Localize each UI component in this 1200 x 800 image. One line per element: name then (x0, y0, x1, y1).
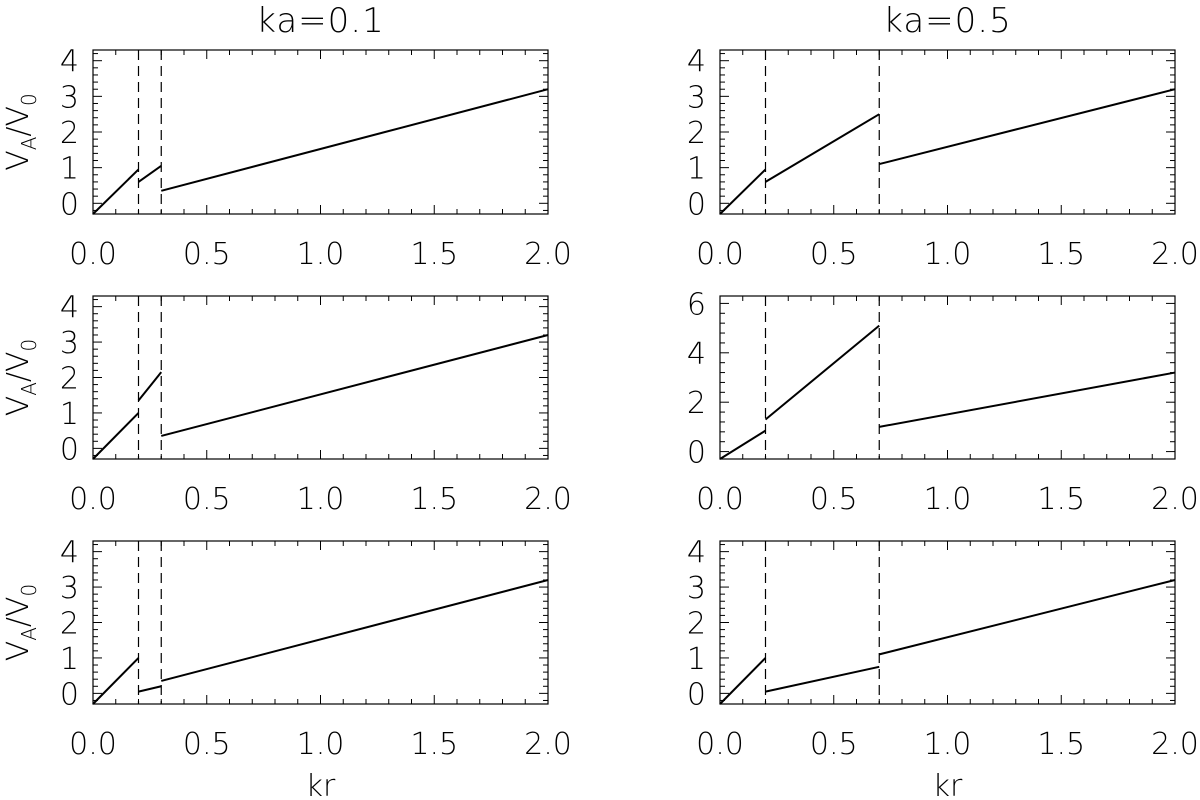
y-tick-label: 0 (687, 677, 706, 712)
y-tick-label: 0 (687, 436, 706, 471)
x-tick-label: 0.0 (69, 237, 117, 272)
x-tick-label: 0.0 (696, 237, 744, 272)
y-tick-label: 4 (60, 536, 79, 571)
series-segment (765, 665, 880, 693)
x-tick-label: 0.0 (69, 482, 117, 517)
series-segment (719, 429, 767, 460)
x-tick-label: 1.0 (924, 727, 972, 762)
y-tick-label: 2 (60, 362, 79, 397)
y-tick-label: 3 (687, 571, 706, 606)
series-segment (879, 371, 1176, 428)
panel-title: ka=0.5 (883, 1, 1012, 41)
y-tick-label: 4 (60, 45, 79, 80)
y-tick-label: 0 (687, 187, 706, 222)
y-tick-label: 1 (60, 642, 79, 677)
plot-frame (719, 540, 1176, 705)
y-tick-label: 1 (60, 397, 79, 432)
series-segment (160, 334, 549, 437)
x-tick-label: 0.0 (696, 482, 744, 517)
series-segment (879, 579, 1176, 656)
x-tick-label: 0.5 (183, 237, 231, 272)
y-tick-label: 2 (687, 116, 706, 151)
x-tick-label: 1.0 (924, 237, 972, 272)
x-axis-label: kr (933, 769, 963, 800)
y-tick-label: 4 (687, 337, 706, 372)
x-tick-label: 0.5 (810, 237, 858, 272)
series-segment (764, 324, 880, 421)
x-tick-label: 1.5 (410, 727, 458, 762)
y-tick-label: 2 (687, 386, 706, 421)
y-tick-label: 2 (60, 607, 79, 642)
x-tick-label: 1.5 (1037, 237, 1085, 272)
series-segment (92, 168, 140, 215)
y-tick-label: 4 (687, 536, 706, 571)
y-tick-label: 6 (687, 287, 706, 322)
series-segment (138, 685, 162, 693)
x-tick-label: 2.0 (1151, 727, 1199, 762)
x-tick-label: 1.0 (297, 727, 345, 762)
x-tick-label: 1.5 (1037, 727, 1085, 762)
y-tick-label: 2 (60, 116, 79, 151)
x-tick-label: 0.5 (810, 727, 858, 762)
series-segment (92, 657, 140, 705)
series-segment (719, 657, 767, 705)
y-tick-label: 0 (60, 677, 79, 712)
y-tick-label: 1 (60, 152, 79, 187)
series-segment (719, 168, 767, 215)
y-tick-label: 1 (687, 642, 706, 677)
series-segment (137, 371, 163, 402)
y-axis-label: VA/V0 (1, 584, 41, 662)
x-axis-label: kr (306, 769, 336, 800)
y-tick-label: 2 (687, 607, 706, 642)
series-segment (160, 579, 549, 682)
x-tick-label: 0.5 (183, 482, 231, 517)
x-tick-label: 1.5 (410, 237, 458, 272)
y-tick-label: 3 (687, 80, 706, 115)
x-tick-label: 0.0 (69, 727, 117, 762)
x-tick-label: 1.5 (1037, 482, 1085, 517)
plot-frame (719, 49, 1176, 215)
y-tick-label: 0 (60, 187, 79, 222)
y-tick-label: 3 (60, 571, 79, 606)
x-tick-label: 0.0 (696, 727, 744, 762)
series-segment (764, 113, 880, 183)
x-tick-label: 2.0 (524, 727, 572, 762)
x-tick-label: 1.0 (924, 482, 972, 517)
series-segment (92, 412, 140, 460)
y-tick-label: 4 (60, 291, 79, 326)
panel-title: ka=0.1 (256, 1, 385, 41)
x-tick-label: 2.0 (524, 237, 572, 272)
x-tick-label: 2.0 (1151, 237, 1199, 272)
x-tick-label: 2.0 (524, 482, 572, 517)
x-tick-label: 1.5 (410, 482, 458, 517)
y-tick-label: 0 (60, 432, 79, 467)
y-tick-label: 1 (687, 152, 706, 187)
x-tick-label: 0.5 (810, 482, 858, 517)
x-tick-label: 1.0 (297, 237, 345, 272)
series-segment (160, 88, 549, 192)
x-tick-label: 1.0 (297, 482, 345, 517)
y-tick-label: 4 (687, 45, 706, 80)
x-tick-label: 2.0 (1151, 482, 1199, 517)
x-tick-label: 0.5 (183, 727, 231, 762)
plot-frame (719, 295, 1176, 460)
y-tick-label: 3 (60, 326, 79, 361)
series-segment (879, 88, 1176, 166)
y-tick-label: 3 (60, 80, 79, 115)
y-axis-label: VA/V0 (1, 93, 41, 171)
series-segment (137, 165, 162, 183)
panel-4: 0.0 0.5 1.0 1.5 2.0 0 2 4 6 (687, 287, 1199, 517)
y-axis-label: VA/V0 (1, 339, 41, 417)
